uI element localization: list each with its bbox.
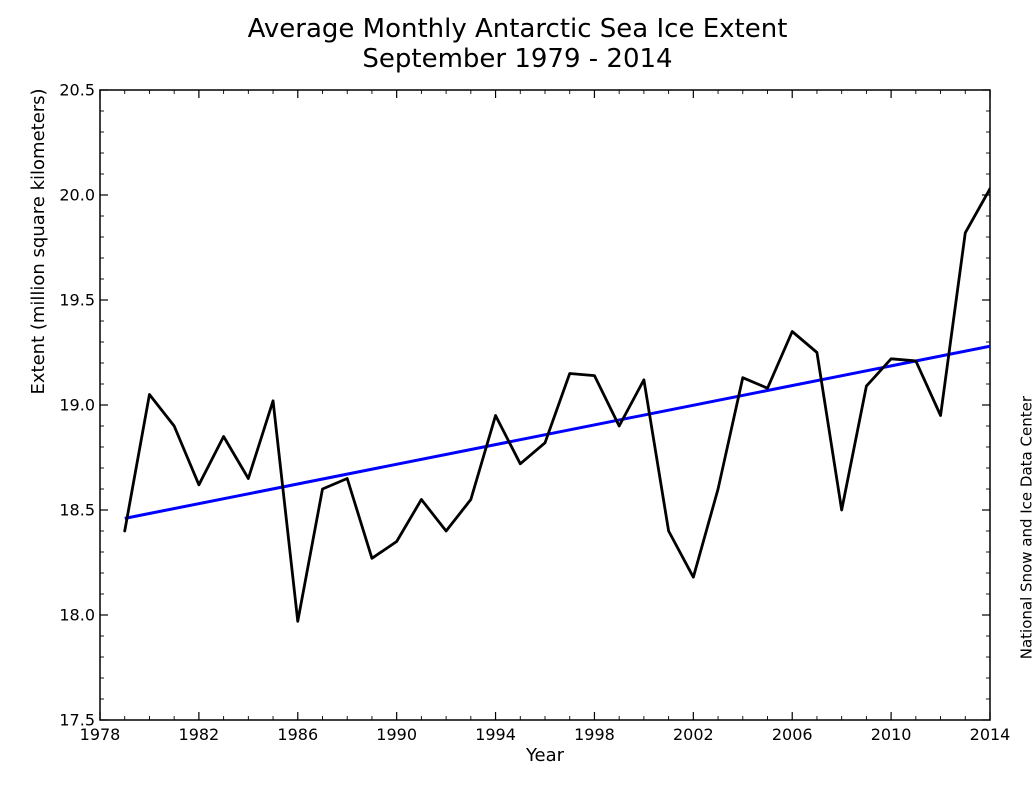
x-tick-label: 1998	[574, 725, 615, 744]
y-tick-label: 18.5	[59, 501, 95, 520]
y-tick-label: 17.5	[59, 711, 95, 730]
x-tick-label: 2014	[970, 725, 1011, 744]
data-line	[125, 189, 990, 622]
x-tick-label: 1994	[475, 725, 516, 744]
y-tick-label: 20.5	[59, 81, 95, 100]
x-tick-label: 2010	[871, 725, 912, 744]
x-tick-label: 2006	[772, 725, 813, 744]
x-tick-label: 1990	[376, 725, 417, 744]
figure: Average Monthly Antarctic Sea Ice Extent…	[0, 0, 1035, 800]
trend-line	[125, 346, 990, 518]
y-tick-label: 20.0	[59, 186, 95, 205]
x-tick-label: 2002	[673, 725, 714, 744]
x-tick-label: 1982	[179, 725, 220, 744]
y-tick-label: 19.0	[59, 396, 95, 415]
y-tick-label: 18.0	[59, 606, 95, 625]
y-tick-label: 19.5	[59, 291, 95, 310]
x-tick-label: 1986	[277, 725, 318, 744]
chart-svg	[0, 0, 1035, 800]
